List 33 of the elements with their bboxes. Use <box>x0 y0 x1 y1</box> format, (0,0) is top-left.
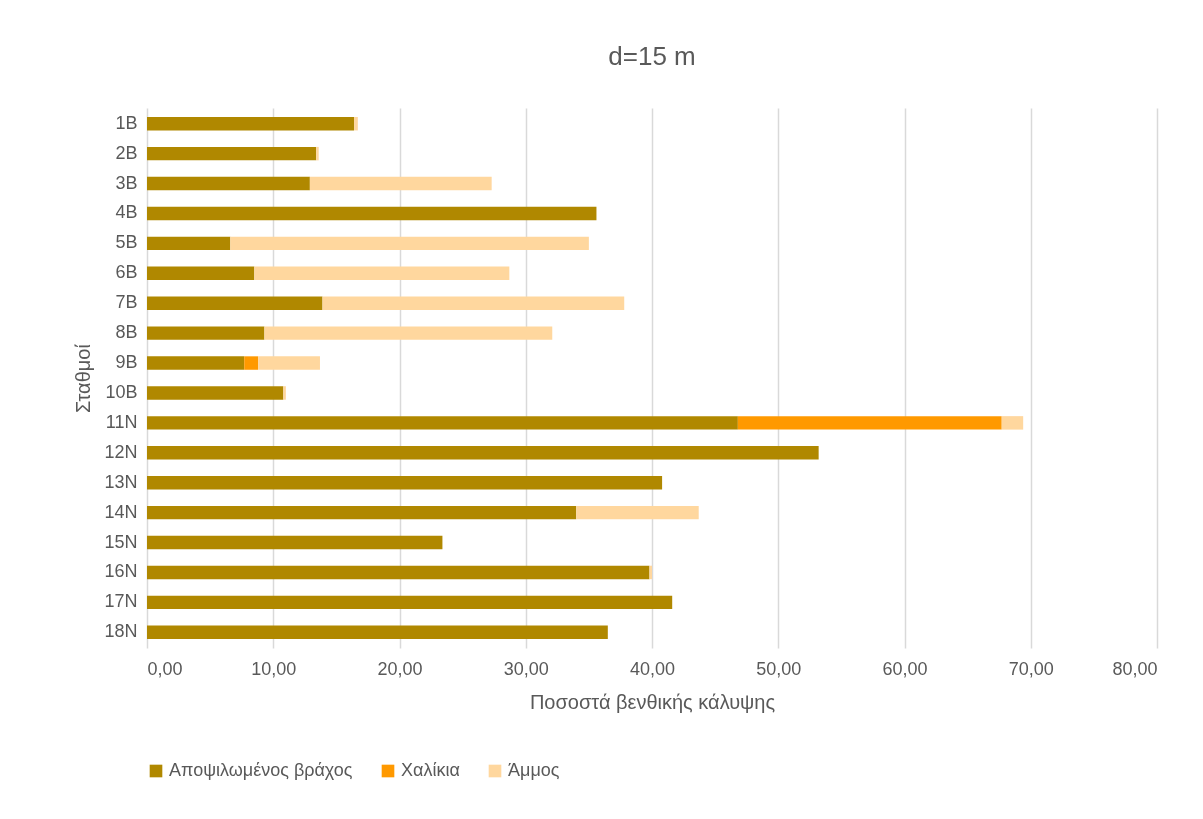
y-tick-label: 16N <box>104 561 138 582</box>
y-tick-label: 9B <box>115 352 138 373</box>
y-tick-label: 6B <box>115 262 138 283</box>
y-tick-label: 15N <box>104 531 138 552</box>
y-tick-label: 4B <box>115 202 138 223</box>
x-tick-label: 20,00 <box>377 658 423 679</box>
y-tick-label: 12N <box>104 441 138 462</box>
legend-label: Άμμος <box>508 760 560 780</box>
x-tick-label: 50,00 <box>756 658 802 679</box>
x-tick-label: 40,00 <box>629 658 676 679</box>
y-tick-label: 18N <box>104 621 138 642</box>
y-tick-label: 7B <box>115 292 138 313</box>
y-axis-title: Σταθμοί <box>72 343 95 413</box>
x-tick-label: 70,00 <box>1008 658 1054 679</box>
y-tick-label: 11N <box>105 411 138 432</box>
x-tick-label: 30,00 <box>503 658 549 679</box>
legend-label: Αποψιλωμένος βράχος <box>169 760 353 780</box>
y-tick-label: 2B <box>115 142 138 163</box>
y-tick-label: 17N <box>104 591 138 612</box>
y-tick-label: 10B <box>105 381 138 402</box>
x-axis-title: Ποσοστά βενθικής κάλυψης <box>529 690 776 713</box>
chart-title: d=15 m <box>608 41 696 71</box>
y-tick-label: 1B <box>115 112 138 133</box>
y-tick-label: 3B <box>115 172 138 193</box>
x-tick-label: 80,00 <box>1112 658 1158 679</box>
y-tick-label: 13N <box>104 471 138 492</box>
y-tick-label: 8B <box>115 322 138 343</box>
x-tick-label: 0,00 <box>147 658 183 679</box>
y-tick-label: 5B <box>115 232 138 253</box>
legend-label: Χαλίκια <box>401 760 460 780</box>
x-tick-label: 10,00 <box>251 658 297 679</box>
x-tick-label: 60,00 <box>882 658 928 679</box>
y-tick-label: 14N <box>104 501 138 522</box>
